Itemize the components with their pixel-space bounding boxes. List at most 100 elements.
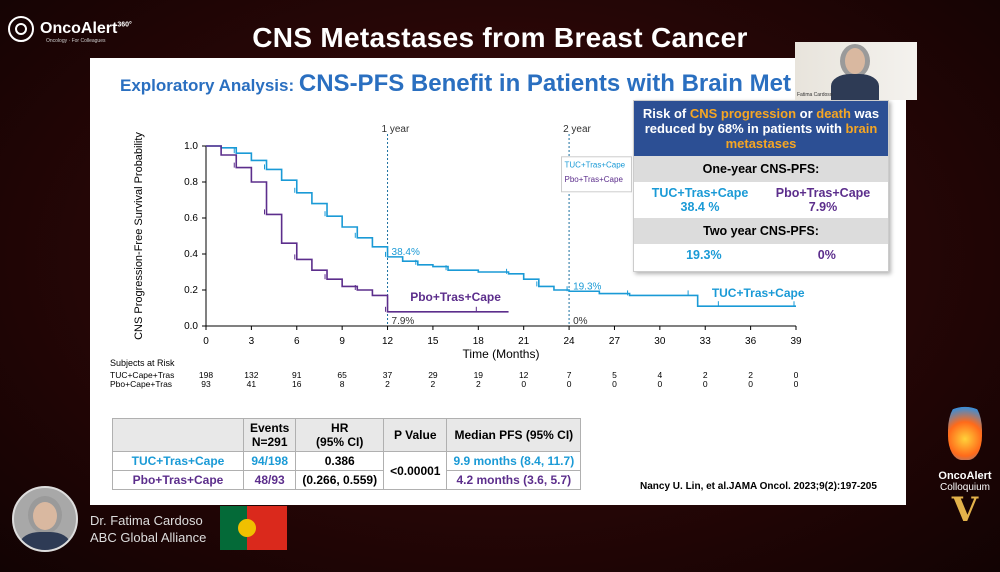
risk-value: 12: [519, 370, 529, 380]
two-year-row: 19.3% 0%: [634, 244, 888, 266]
legend-box: [561, 156, 633, 193]
risk-headline: Risk of CNS progression or death was red…: [634, 101, 888, 156]
risk-value: 2: [748, 370, 753, 380]
pfs-summary-table: Events N=291 HR (95% CI) P Value Median PF…: [112, 418, 582, 490]
risk-value: 37: [383, 370, 393, 380]
x-tick-label: 6: [294, 336, 300, 347]
y-tick-label: 0.4: [184, 249, 198, 260]
risk-value: 0: [521, 379, 526, 389]
risk-value: 198: [199, 370, 213, 380]
legend-entry: TUC+Tras+Cape: [565, 161, 626, 170]
annotation-value: 7.9%: [392, 316, 415, 327]
x-tick-label: 39: [790, 336, 802, 347]
one-year-row: TUC+Tras+Cape 38.4 % Pbo+Tras+Cape 7.9%: [651, 186, 871, 214]
table-row: Pbo+Tras+Cape 48/93 (0.266, 0.559) 4.2 m…: [112, 470, 582, 490]
brand-name: OncoAlert360°: [40, 20, 132, 37]
one-year-b: 7.9%: [808, 200, 838, 214]
annotation-value: 0%: [573, 316, 588, 327]
two-year-b: 0%: [817, 248, 836, 262]
legend-entry: Pbo+Tras+Cape: [565, 175, 624, 184]
km-curve-tuc: [206, 145, 796, 307]
x-tick-label: 9: [339, 336, 345, 347]
series-label-pbo: Pbo+Tras+Cape: [410, 290, 501, 304]
table-header: Events N=291: [242, 418, 297, 452]
table-row: TUC+Tras+Cape 94/198 0.386 <0.00001 9.9 …: [112, 451, 582, 490]
slide-subtitle: Exploratory Analysis: CNS-PFS Benefit in…: [120, 70, 791, 97]
x-tick-label: 27: [609, 336, 621, 347]
risk-value: 0: [703, 379, 708, 389]
speaker-camera: Fatima Cardoso: [795, 42, 917, 100]
risk-value: 7: [567, 370, 572, 380]
x-axis-label: Time (Months): [463, 347, 540, 361]
risk-value: 19: [474, 370, 484, 380]
x-tick-label: 33: [700, 336, 712, 347]
annotation-value: 19.3%: [573, 281, 601, 292]
table-header-row: Events N=291 HR (95% CI) P Value Median PF…: [112, 418, 582, 452]
y-tick-label: 0.6: [184, 213, 198, 224]
x-tick-label: 21: [518, 336, 530, 347]
risk-value: 132: [244, 370, 258, 380]
two-year-label: Two year CNS-PFS:: [634, 218, 888, 244]
y-axis-label: CNS Progression-Free Survival Probabilit…: [133, 132, 145, 340]
citation: Nancy U. Lin, et al.JAMA Oncol. 2023;9(2…: [640, 481, 877, 492]
event-logo: OncoAlert Colloquium V: [934, 400, 996, 527]
x-tick-label: 18: [473, 336, 485, 347]
y-tick-label: 0.8: [184, 177, 198, 188]
y-tick-label: 0.0: [184, 321, 198, 332]
annotation-label: 1 year: [382, 124, 410, 135]
portugal-flag-icon: [220, 506, 287, 550]
risk-value: 0: [657, 379, 662, 389]
risk-value: 0: [748, 379, 753, 389]
series-label-tuc: TUC+Tras+Cape: [712, 286, 805, 300]
x-tick-label: 36: [745, 336, 757, 347]
km-chart: 0 3 6 9 12 15 18 21 24 27 30 33 36 390.00.20.40.60.81…: [110, 124, 805, 389]
risk-value: 65: [337, 370, 347, 380]
camera-label: Fatima Cardoso: [797, 92, 833, 98]
table-header: HR (95% CI): [295, 418, 385, 452]
x-tick-label: 12: [382, 336, 394, 347]
one-year-label: One-year CNS-PFS:: [634, 156, 888, 182]
table-header: Median PFS (95% CI): [446, 418, 582, 452]
risk-reduction-box: Risk of CNS progression or death was red…: [633, 100, 889, 272]
x-tick-label: 30: [654, 336, 666, 347]
risk-value: 41: [247, 379, 257, 389]
x-tick-label: 15: [427, 336, 439, 347]
x-tick-label: 3: [249, 336, 255, 347]
risk-value: 16: [292, 379, 302, 389]
risk-value: 0: [612, 379, 617, 389]
brand-tagline: Oncology · For Colleagues: [46, 38, 106, 44]
table-header: P Value: [383, 418, 448, 452]
risk-value: 2: [703, 370, 708, 380]
oncoalert-logo-icon: [8, 16, 34, 42]
avatar: [12, 486, 78, 552]
risk-value: 2: [385, 379, 390, 389]
risk-value: 0: [794, 370, 799, 380]
page-title: CNS Metastases from Breast Cancer: [252, 22, 748, 53]
risk-row-label: TUC+Cape+Tras: [110, 370, 174, 380]
x-tick-label: 24: [564, 336, 576, 347]
annotation-label: 2 year: [563, 124, 591, 135]
brand-logo: OncoAlert360° Oncology · For Colleagues: [8, 16, 132, 44]
risk-row-label: Pbo+Cape+Tras: [110, 379, 172, 389]
risk-value: 0: [794, 379, 799, 389]
risk-value: 93: [201, 379, 211, 389]
risk-value: 8: [340, 379, 345, 389]
x-tick-label: 0: [203, 336, 209, 347]
risk-value: 91: [292, 370, 302, 380]
speaker-org: ABC Global Alliance: [90, 530, 207, 545]
risk-value: 5: [612, 370, 617, 380]
risk-value: 2: [476, 379, 481, 389]
one-year-a: 38.4 %: [680, 200, 720, 214]
km-curve-pbo: [206, 145, 509, 313]
y-tick-label: 1.0: [184, 141, 198, 152]
risk-table-title: Subjects at Risk: [110, 358, 175, 368]
risk-value: 29: [428, 370, 438, 380]
risk-value: 0: [567, 379, 572, 389]
risk-value: 2: [431, 379, 436, 389]
y-tick-label: 0.2: [184, 285, 198, 296]
speaker-name: Dr. Fatima Cardoso: [90, 513, 203, 528]
slide: Exploratory Analysis: CNS-PFS Benefit in…: [90, 58, 906, 505]
annotation-value: 38.4%: [392, 247, 420, 258]
torch-icon: [948, 400, 982, 460]
risk-value: 4: [657, 370, 662, 380]
